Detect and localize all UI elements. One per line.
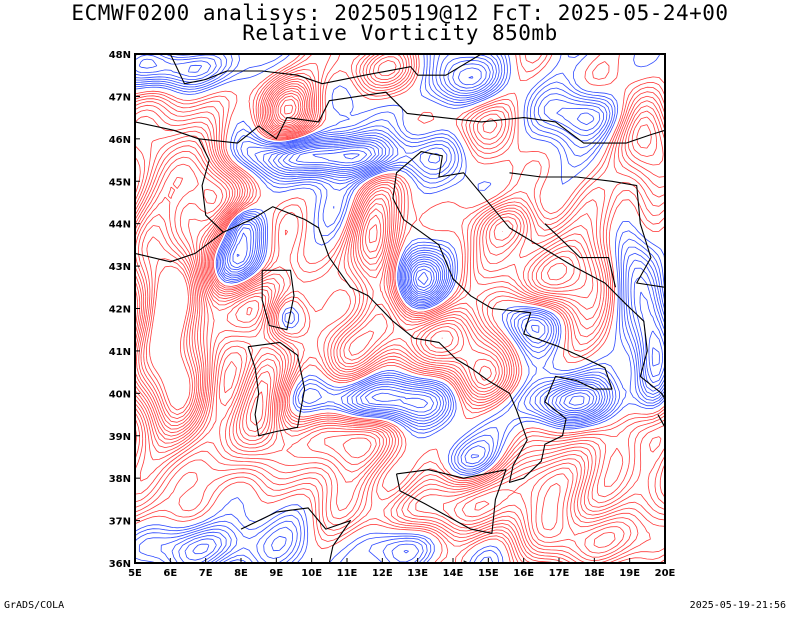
coastline-segment [657,414,665,428]
lon-tick-label: 12E [372,568,393,579]
lon-tick-label: 17E [549,568,570,579]
negative-vorticity-contour [135,54,665,563]
negative-vorticity-contour [138,58,665,555]
coastline-segment [261,269,295,331]
lon-tick-label: 18E [584,568,605,579]
positive-vorticity-contour [135,54,665,563]
positive-vorticity-contour [135,83,652,563]
lat-tick-label: 42N [109,305,131,316]
positive-vorticity-contour [135,54,665,563]
footer-timestamp: 2025-05-19-21:56 [689,600,786,611]
positive-vorticity-contour [140,225,198,423]
longitude-axis: 5E 6E 7E 8E 9E 10E 11E 12E 13E 14E 15E 16E 17E 18E 19E… [128,558,676,579]
coastline-segment [135,121,199,140]
lon-tick-label: 5E [128,568,142,579]
lat-tick-label: 37N [109,517,131,528]
coastline-segment [198,91,665,233]
footer-software-label: GrADS/COLA [4,600,65,611]
positive-vorticity-contour [143,236,196,419]
coastline-segment [509,172,665,288]
lon-tick-label: 11E [337,568,358,579]
positive-vorticity-contour [135,92,616,548]
positive-vorticity-contour [135,87,632,558]
lat-tick-label: 39N [109,432,131,443]
negative-vorticity-contour [135,54,665,561]
coastline-segment [240,507,352,563]
positive-vorticity-contour [135,54,665,563]
lon-tick-label: 7E [199,568,213,579]
lat-tick-label: 46N [109,135,131,146]
positive-vorticity-contour [146,258,193,416]
coastline-segment [544,223,617,288]
negative-vorticity-contour [312,149,585,406]
positive-vorticity-contour [135,56,665,563]
negative-vorticity-contour [288,145,595,412]
lon-tick-label: 10E [301,568,322,579]
lon-tick-label: 13E [407,568,428,579]
positive-vorticity-contour [135,99,297,430]
coastline-segment [395,469,507,534]
map-subtitle: Relative Vorticity 850mb [242,21,558,45]
positive-vorticity-contour [138,104,293,426]
lon-tick-label: 14E [443,568,464,579]
lon-tick-label: 19E [619,568,640,579]
positive-vorticity-contour [149,265,191,411]
coastline-segment [247,341,306,437]
lon-tick-label: 8E [234,568,248,579]
negative-vorticity-contour [236,76,660,414]
negative-vorticity-contour [232,67,663,415]
coastline-segment [135,231,224,263]
lon-tick-label: 6E [163,568,177,579]
lat-tick-label: 45N [109,177,131,188]
lat-tick-label: 41N [109,347,131,358]
lat-tick-label: 43N [109,262,131,273]
lat-tick-label: 44N [109,220,131,231]
lat-tick-label: 38N [109,474,131,485]
lon-tick-label: 16E [513,568,534,579]
positive-vorticity-contour [135,85,639,561]
lat-tick-label: 47N [109,92,131,103]
latitude-axis: 48N 47N 46N 45N 44N 43N 42N 41N 40N 39N 38N 37N 36N [109,50,140,570]
map-title: ECMWF0200 analisys: 20250519@12 FcT: 202… [71,1,729,25]
lat-tick-label: 48N [109,50,131,61]
lat-tick-label: 40N [109,389,131,400]
coastline-segment [223,151,665,483]
coastline [135,54,665,563]
negative-vorticity-contour [135,54,665,563]
lat-tick-label: 36N [109,559,131,570]
positive-vorticity-contour [135,60,665,563]
coastline-segment [463,560,470,563]
negative-vorticity-contour [295,147,591,410]
positive-vorticity-contour [135,54,665,563]
lon-tick-label: 15E [478,568,499,579]
negative-vorticity-contour [135,54,665,563]
positive-vorticity-contour [135,54,665,563]
lon-tick-label: 9E [269,568,283,579]
lon-tick-label: 20E [655,568,676,579]
coastline-segment [169,54,482,85]
positive-vorticity-contour [135,54,665,563]
negative-vorticity-contour [135,54,665,563]
vorticity-contours [135,54,665,563]
negative-vorticity-contour [343,153,360,160]
positive-vorticity-contour [135,95,300,434]
